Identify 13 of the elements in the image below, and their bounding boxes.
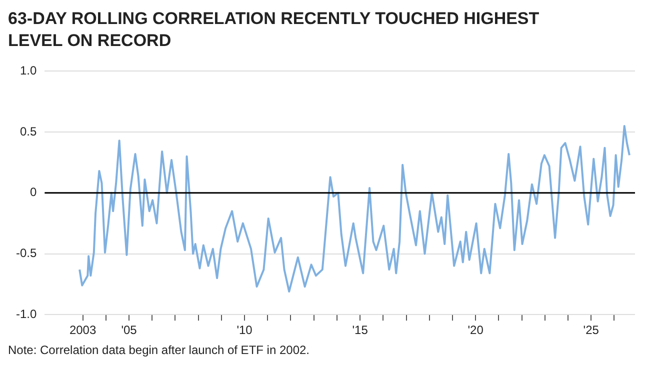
y-tick-label: 1.0	[20, 64, 37, 78]
x-tick-label: '20	[468, 323, 484, 338]
x-tick-label: '25	[583, 323, 600, 338]
y-tick-label: 0	[30, 185, 37, 200]
text: Note: Correlation data begin after launch of ETF in 2002.	[8, 343, 311, 357]
x-tick-label: 2003	[69, 323, 96, 338]
y-tick-label: -1.0	[16, 306, 37, 321]
x-tick-label: '10	[236, 323, 253, 338]
y-tick-label: -0.5	[16, 246, 37, 260]
x-tick-label: '15	[352, 323, 368, 338]
chart-title: 63-DAY ROLLING CORRELATION RECENTLY TOUCHED HIGHEST LEVEL ON RECORD	[8, 8, 540, 52]
x-tick-label: '05	[121, 323, 138, 338]
y-tick-label: 0.5	[20, 124, 37, 138]
